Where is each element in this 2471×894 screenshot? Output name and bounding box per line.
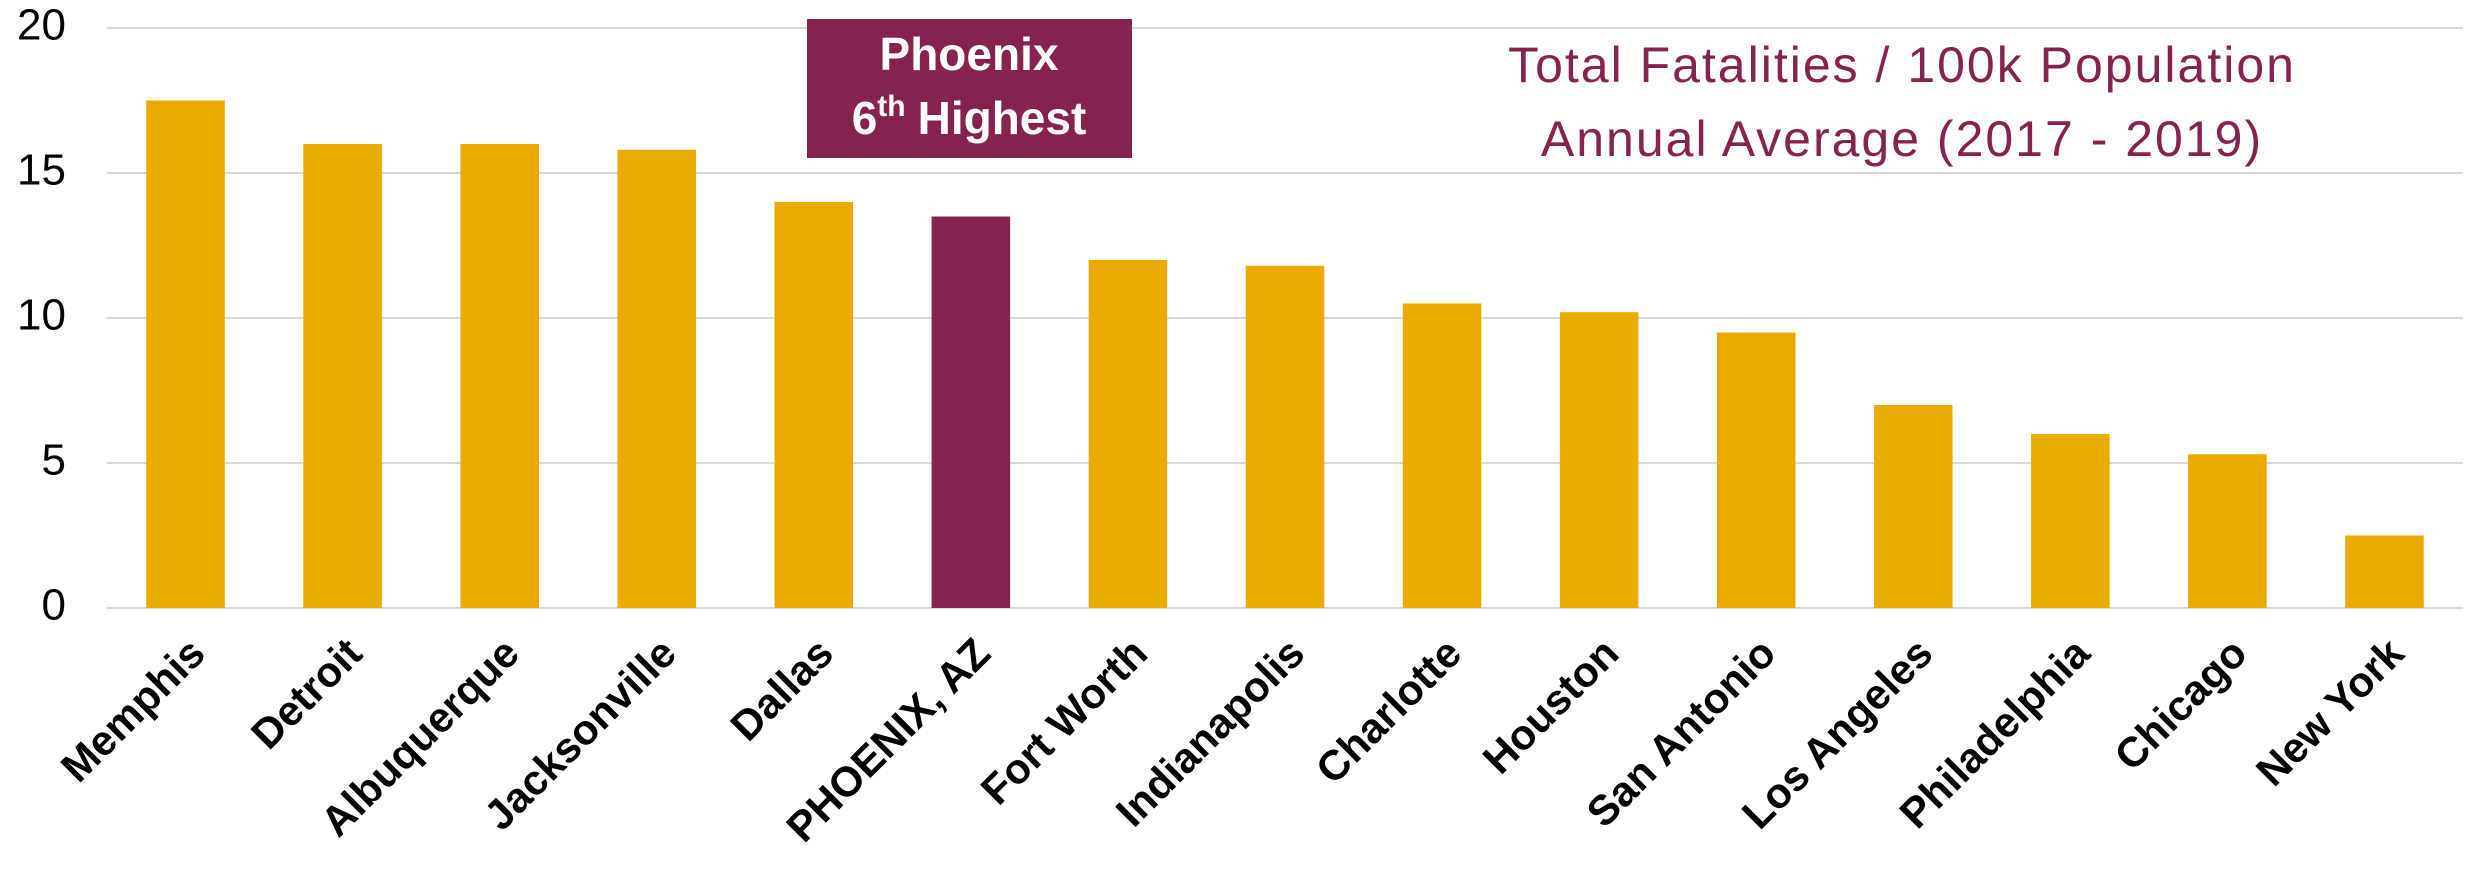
bar — [1559, 312, 1639, 608]
x-tick-label: Chicago — [2105, 629, 2255, 779]
bar — [2345, 535, 2424, 608]
annotation-rest: Highest — [918, 92, 1087, 144]
annotation-text: Phoenix — [880, 28, 1059, 80]
bar — [303, 144, 382, 608]
x-tick-label: Memphis — [52, 629, 214, 791]
x-tick-label: Charlotte — [1307, 629, 1471, 793]
bar — [1245, 265, 1325, 608]
x-tick-label: Detroit — [242, 629, 371, 758]
y-tick-label: 15 — [17, 146, 66, 195]
bar — [146, 100, 225, 608]
bar — [1874, 405, 1953, 608]
bar — [1402, 303, 1482, 608]
x-tick-label: New York — [2247, 629, 2413, 795]
bar — [460, 144, 539, 608]
annotation-suffix: th — [877, 90, 905, 123]
bar — [2188, 454, 2267, 608]
x-tick-label: Houston — [1474, 629, 1628, 783]
annotation-text: 6th Highest — [852, 90, 1087, 144]
y-tick-label: 10 — [17, 291, 66, 340]
annotation-rank: 6 — [852, 92, 878, 144]
x-tick-label: Dallas — [721, 629, 842, 750]
bar — [2031, 434, 2110, 608]
bar — [1088, 260, 1168, 608]
bar — [931, 216, 1011, 608]
chart-subtitle: Annual Average (2017 - 2019) — [1541, 111, 2263, 167]
y-tick-label: 5 — [42, 436, 66, 485]
bar — [774, 202, 854, 608]
chart-title: Total Fatalities / 100k Population — [1508, 37, 2296, 93]
y-tick-label: 20 — [17, 1, 66, 50]
bar — [617, 149, 696, 609]
bar — [1716, 332, 1796, 608]
annotation-box — [807, 19, 1132, 158]
y-tick-label: 0 — [42, 581, 66, 630]
